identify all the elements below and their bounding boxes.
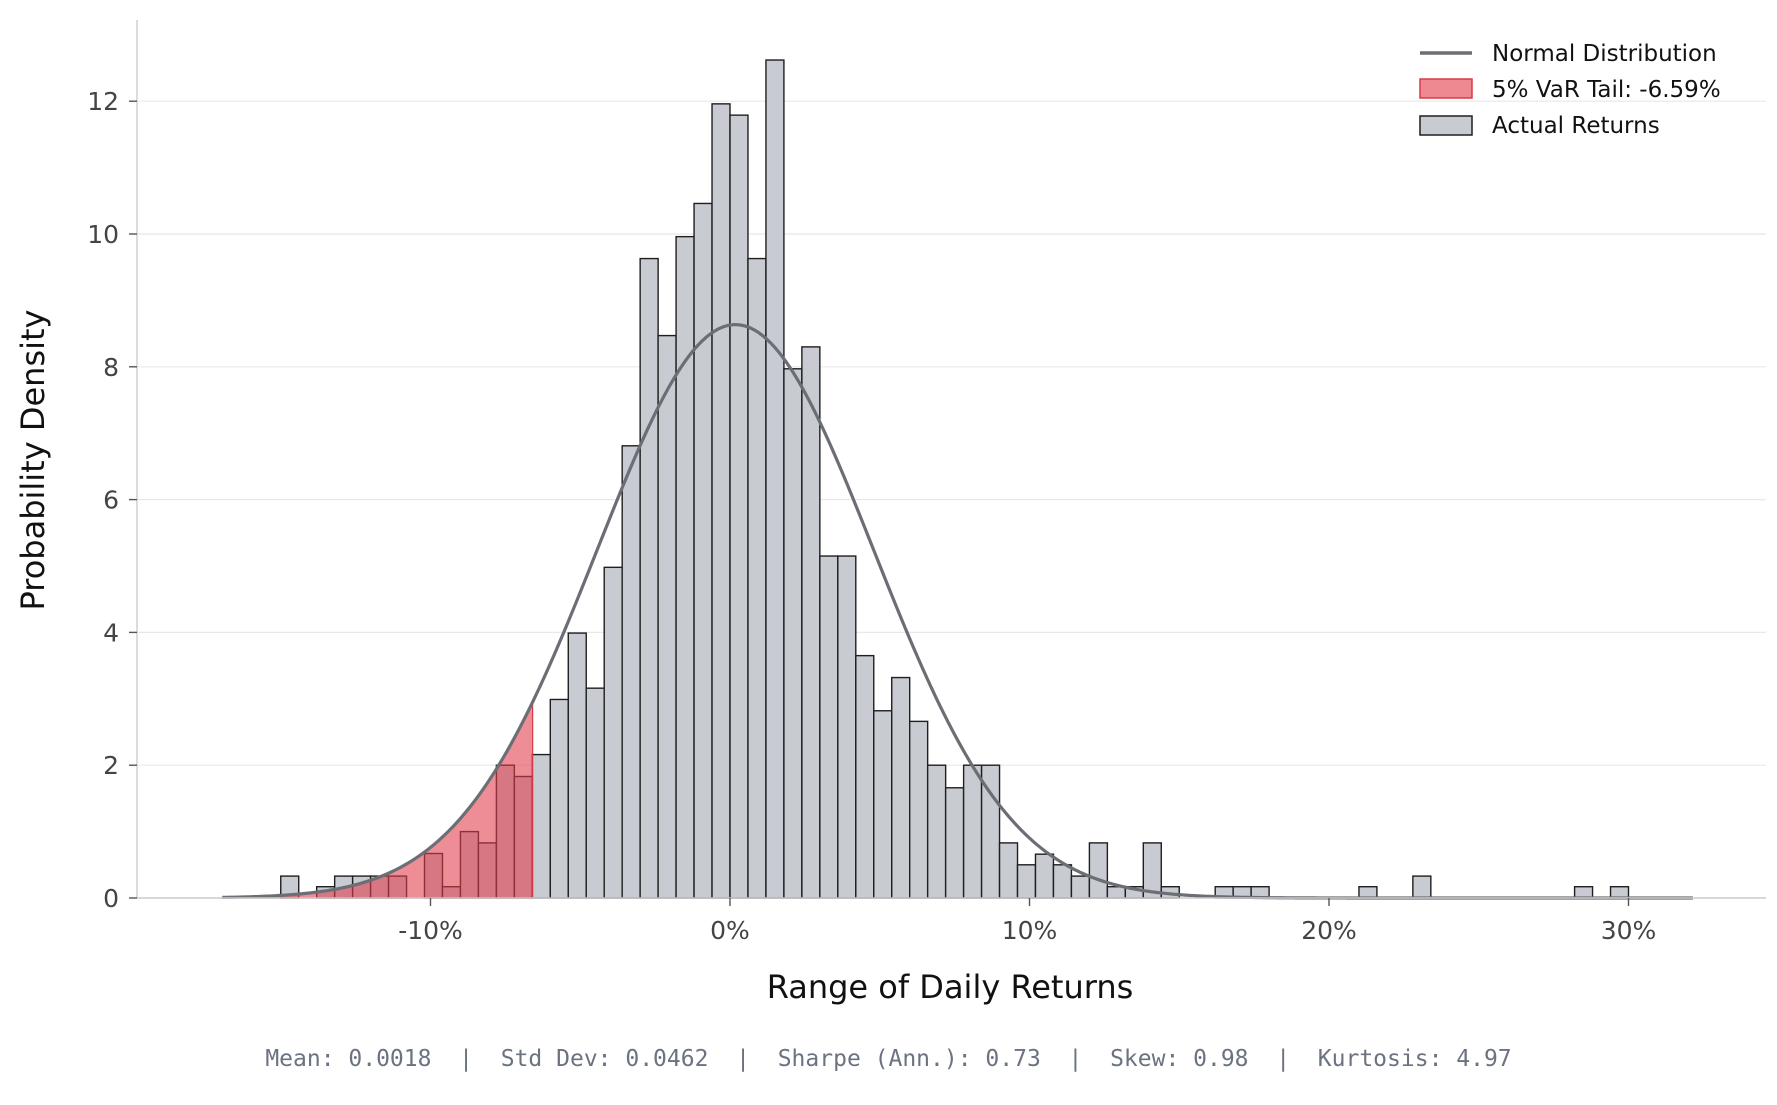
histogram-bar [531, 753, 552, 899]
histogram-bar [891, 676, 911, 899]
stat-sharpe: Sharpe (Ann.): 0.73 [777, 1046, 1041, 1072]
histogram-bar [1016, 864, 1037, 899]
histogram-bar [549, 698, 569, 899]
histogram-bar [1034, 853, 1055, 899]
histogram-bar [873, 710, 893, 899]
var-tail-area [221, 701, 534, 899]
stat-separator: | [431, 1046, 501, 1072]
stat-mean: Mean: 0.0018 [265, 1046, 432, 1072]
histogram-bar [962, 764, 983, 899]
histogram-bar [819, 555, 839, 899]
histogram-bar [729, 114, 749, 899]
y-tick-label: 4 [103, 618, 119, 647]
histogram-bar [926, 764, 947, 899]
legend-swatch-actual-returns [1419, 115, 1473, 136]
summary-statistics: Mean: 0.0018 | Std Dev: 0.0462 | Sharpe … [0, 1046, 1777, 1072]
histogram-bar [909, 720, 929, 899]
histogram-bar [1609, 886, 1630, 899]
histogram-bar [747, 257, 767, 899]
y-tick-label: 0 [103, 884, 119, 913]
legend-swatch-var-tail [1419, 78, 1473, 99]
y-tick-label: 8 [103, 353, 119, 382]
histogram-bar [567, 632, 587, 899]
histogram-bar [837, 555, 857, 899]
legend: Normal Distribution 5% VaR Tail: -6.59% … [1419, 41, 1721, 139]
histogram-bar [621, 445, 641, 899]
histogram-bar [1412, 875, 1432, 899]
stat-separator: | [1040, 1046, 1111, 1072]
legend-label-actual-returns: Actual Returns [1492, 113, 1660, 139]
axes [136, 20, 1766, 899]
x-tick-label: 10% [1002, 916, 1058, 945]
y-tick-label: 6 [103, 486, 119, 515]
y-axis-title: Probability Density [14, 310, 52, 611]
histogram-bar [603, 566, 623, 899]
var-tail-layer [221, 701, 534, 899]
legend-label-normal-distribution: Normal Distribution [1492, 41, 1717, 67]
histogram-bar [1088, 842, 1109, 899]
x-axis-title: Range of Daily Returns [767, 968, 1134, 1006]
stat-skew: Skew: 0.98 [1110, 1046, 1249, 1072]
histogram-bar [765, 59, 785, 899]
stat-kurtosis: Kurtosis: 4.97 [1317, 1046, 1512, 1072]
histogram-bar [657, 334, 677, 899]
y-tick-label: 12 [87, 87, 119, 116]
histogram-bar [1070, 875, 1091, 899]
histogram-bar [944, 787, 965, 899]
x-tick-label: 30% [1601, 916, 1657, 945]
legend-label-var-tail: 5% VaR Tail: -6.59% [1492, 77, 1721, 103]
y-tick-label: 2 [103, 751, 119, 780]
histogram-bar [1573, 886, 1594, 899]
histogram-bar [693, 202, 713, 899]
histogram-bar [1106, 886, 1127, 899]
x-tick-label: 20% [1301, 916, 1357, 945]
histogram-bar [801, 346, 821, 899]
histogram-bar [1358, 886, 1378, 899]
stat-separator: | [1248, 1046, 1318, 1072]
tick-labels: 0 2 4 6 8 10 12 -10% 0% 10% 20% 30% [87, 87, 1656, 945]
histogram-bar [711, 103, 731, 899]
histogram-bar [855, 654, 875, 899]
histogram-bar [585, 687, 605, 899]
gridlines [137, 100, 1766, 766]
histogram-bar [639, 257, 659, 899]
x-tick-label: -10% [398, 916, 463, 945]
histogram-bar [998, 842, 1019, 899]
histogram-bar [1052, 864, 1073, 899]
histogram-bars [280, 59, 1630, 899]
y-tick-label: 10 [87, 220, 119, 249]
stat-std-dev: Std Dev: 0.0462 [500, 1046, 709, 1072]
histogram-bar [675, 235, 695, 899]
histogram-bar [783, 368, 803, 899]
x-tick-label: 0% [710, 916, 750, 945]
stat-separator: | [708, 1046, 778, 1072]
